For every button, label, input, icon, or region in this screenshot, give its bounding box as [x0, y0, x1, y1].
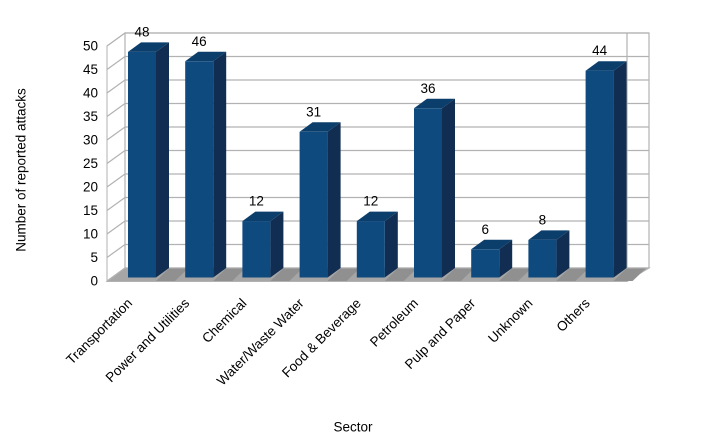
x-category-label: Others [553, 295, 592, 334]
bar-value-label: 12 [363, 194, 378, 209]
gridline-leftwall [106, 32, 126, 47]
bar-side [499, 239, 513, 278]
bar-top [185, 51, 227, 62]
x-axis-title: Sector [333, 419, 373, 435]
bar-shadow [327, 268, 360, 281]
y-tick-label: 20 [83, 180, 98, 195]
y-tick-label: 10 [83, 227, 98, 242]
bar-side [384, 211, 398, 278]
bar-value-label: 44 [592, 43, 608, 58]
bar-top [242, 211, 284, 222]
bar-value-label: 48 [134, 24, 149, 39]
bar-shadow [556, 268, 589, 281]
bar-shadow [499, 268, 532, 281]
bar-shadow [156, 268, 188, 281]
bar-value-label: 36 [420, 81, 435, 96]
bar-side [270, 211, 284, 278]
bar-value-label: 6 [481, 222, 489, 237]
x-category-label: Petroleum [367, 296, 421, 350]
y-tick-label: 35 [83, 109, 98, 124]
bar-top [356, 211, 398, 222]
x-category-label: Chemical [199, 296, 249, 346]
bar-top [414, 98, 455, 109]
bar-front [185, 61, 214, 278]
bar [471, 239, 532, 281]
bar-shadow [270, 268, 303, 281]
bar-front [299, 131, 328, 278]
gridline-leftwall [106, 103, 126, 117]
bar-top [299, 122, 341, 132]
y-tick-label: 25 [83, 156, 98, 171]
gridline-leftwall [106, 244, 126, 258]
bar-shadow [613, 268, 646, 281]
bar [185, 51, 246, 281]
gridline-leftwall [106, 126, 126, 141]
y-tick-label: 30 [83, 133, 98, 148]
bar-value-label: 12 [249, 194, 264, 209]
y-tick-label: 40 [83, 86, 98, 101]
bar-value-label: 46 [192, 34, 207, 49]
bar [585, 61, 646, 281]
gridline-leftwall [106, 79, 126, 94]
bar [356, 211, 417, 281]
gridline-leftwall [106, 150, 126, 164]
y-axis-title: Number of reported attacks [13, 88, 29, 252]
bar-value-label: 8 [539, 212, 547, 227]
bar [299, 122, 360, 281]
bar-top [128, 42, 169, 52]
bar-side [556, 230, 570, 278]
bar-shadow [384, 268, 417, 281]
bar-front [528, 239, 557, 278]
bar-front [128, 51, 156, 278]
bar-front [242, 221, 271, 278]
y-tick-label: 45 [83, 62, 98, 77]
bar-shadow [442, 268, 474, 281]
bar-front [471, 249, 500, 278]
bar-top [528, 230, 570, 240]
bar-front [414, 108, 442, 278]
bar-front [585, 70, 614, 278]
bar [242, 211, 303, 281]
bar-front [356, 221, 385, 278]
y-tick-label: 0 [90, 274, 98, 289]
bar [128, 42, 188, 281]
gridline-leftwall [106, 56, 126, 70]
bar-side [613, 61, 627, 278]
gridline-leftwall [106, 197, 126, 211]
bar-side [442, 98, 455, 278]
bar-top [585, 61, 627, 71]
y-tick-label: 15 [83, 203, 98, 218]
bar-side [156, 42, 169, 278]
gridline-leftwall [106, 173, 126, 188]
bar-side [213, 51, 227, 278]
gridline-leftwall [106, 220, 126, 235]
x-category-label: Unknown [485, 296, 535, 346]
y-tick-label: 50 [83, 39, 98, 54]
bar-shadow [213, 268, 246, 281]
bar-top [471, 239, 513, 250]
y-tick-label: 5 [90, 250, 98, 265]
bar [414, 98, 474, 281]
bar-value-label: 31 [306, 104, 321, 119]
bar [528, 230, 589, 281]
bar-side [327, 122, 341, 278]
